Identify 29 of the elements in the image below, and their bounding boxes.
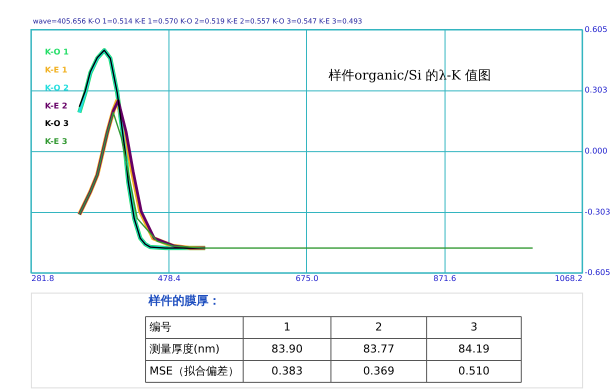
text: 2 xyxy=(375,320,382,334)
text: 83.90 xyxy=(271,342,303,356)
y-tick-label: -0.303 xyxy=(584,208,610,217)
text: 样件的膜厚： xyxy=(148,294,221,308)
text: 测量厚度(nm) xyxy=(150,342,220,356)
x-tick-label: 281.8 xyxy=(31,274,54,284)
text: 0.383 xyxy=(271,364,303,378)
x-tick-label: 1068.2 xyxy=(554,274,583,284)
x-tick-label: 871.6 xyxy=(433,274,456,284)
text: 84.19 xyxy=(458,342,490,356)
y-tick-label: 0.605 xyxy=(584,25,608,34)
text: K-O 3 xyxy=(44,119,69,128)
y-tick-label: 0.000 xyxy=(584,146,608,156)
text: 0.369 xyxy=(363,364,394,378)
x-tick-label: 675.0 xyxy=(296,274,318,284)
text: K-E 3 xyxy=(44,137,68,146)
y-tick-label: 0.303 xyxy=(584,86,608,95)
y-tick-label: -0.605 xyxy=(584,268,610,278)
text: 编号 xyxy=(150,320,172,334)
x-tick-label: 478.4 xyxy=(158,274,181,284)
text: 1 xyxy=(284,320,291,334)
text: K-E 1 xyxy=(44,65,68,74)
text: K-O 1 xyxy=(44,47,69,56)
text: 3 xyxy=(470,320,478,334)
series-label: K-O 2 xyxy=(44,83,69,92)
text: 83.77 xyxy=(363,342,394,356)
text: MSE（拟合偏差） xyxy=(150,364,239,378)
text: 0.510 xyxy=(458,364,490,378)
text: K-E 2 xyxy=(44,101,68,110)
